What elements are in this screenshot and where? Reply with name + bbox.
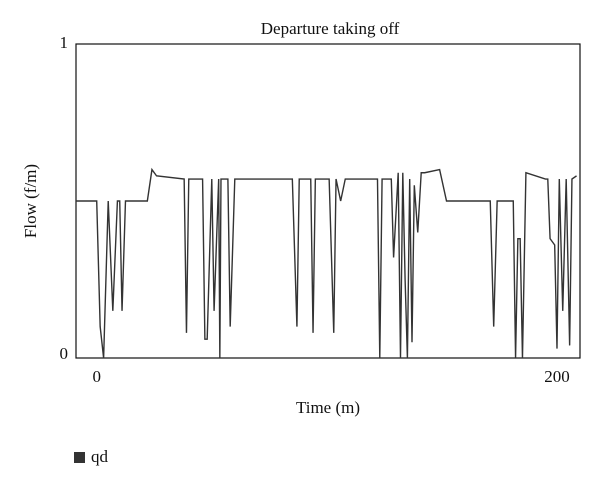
x-tick-label: 0 xyxy=(92,367,101,386)
x-tick-label: 200 xyxy=(544,367,570,386)
x-axis-label: Time (m) xyxy=(296,398,360,417)
y-tick-label: 0 xyxy=(60,344,69,363)
legend-label: qd xyxy=(91,447,109,466)
legend-swatch xyxy=(74,452,85,463)
data-line xyxy=(76,167,577,359)
y-axis-label: Flow (f/m) xyxy=(21,164,40,238)
y-tick-label: 1 xyxy=(60,33,69,52)
chart-title: Departure taking off xyxy=(261,19,400,38)
